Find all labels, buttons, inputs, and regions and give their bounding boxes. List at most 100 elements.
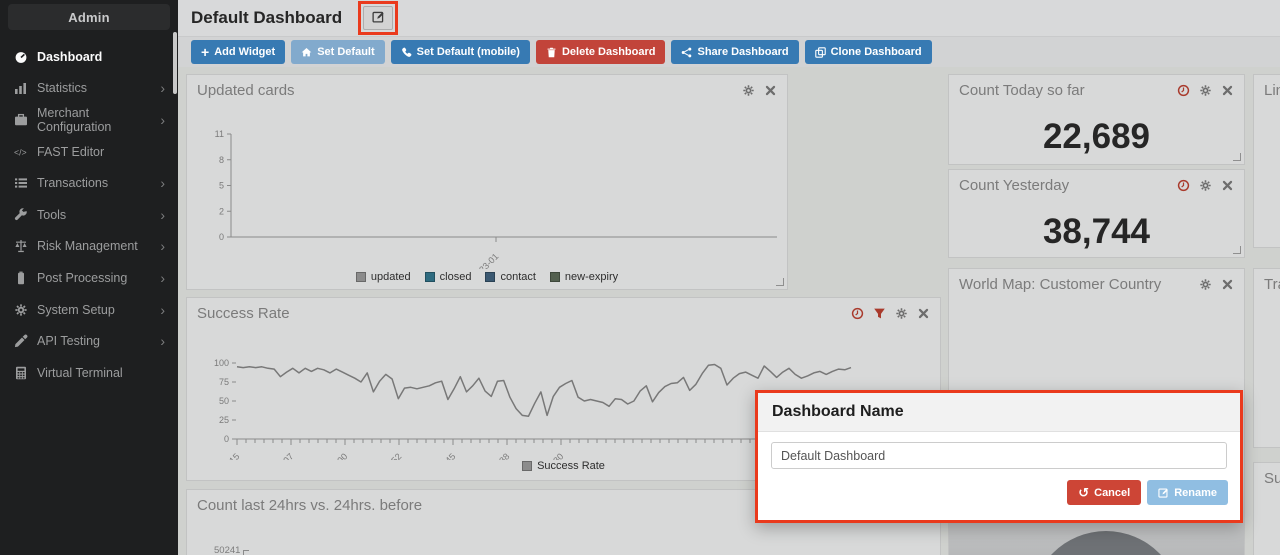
close-icon[interactable] <box>1221 84 1234 97</box>
close-icon[interactable] <box>764 84 777 97</box>
gear-icon[interactable] <box>1199 278 1212 291</box>
sidebar-item-transactions[interactable]: Transactions › <box>0 167 178 199</box>
gear-icon <box>13 303 28 317</box>
widget-title: Count Yesterday <box>959 177 1070 194</box>
svg-text:01:45: 01:45 <box>434 451 457 460</box>
gear-icon[interactable] <box>1199 179 1212 192</box>
sidebar-item-api-testing[interactable]: API Testing › <box>0 325 178 357</box>
sidebar-item-virtual-terminal[interactable]: Virtual Terminal <box>0 357 178 389</box>
annotation-modal-highlight: Dashboard Name ↺ Cancel Rename <box>755 390 1243 523</box>
widget-drag-handle[interactable]: Suc <box>1254 463 1280 487</box>
rename-dashboard-button[interactable] <box>363 6 394 30</box>
svg-text:100: 100 <box>214 358 229 368</box>
sidebar-item-risk-management[interactable]: Risk Management › <box>0 231 178 263</box>
widget-drag-handle[interactable]: Success Rate <box>187 298 940 322</box>
sidebar-item-post-processing[interactable]: Post Processing › <box>0 262 178 294</box>
close-icon[interactable] <box>917 307 930 320</box>
chevron-right-icon: › <box>160 80 165 97</box>
clock-icon[interactable] <box>851 307 864 320</box>
widget-title: Success Rate <box>197 305 290 322</box>
gear-icon[interactable] <box>1199 84 1212 97</box>
page-title: Default Dashboard <box>191 8 343 27</box>
svg-text:25: 25 <box>219 415 229 425</box>
modal-body <box>758 432 1240 469</box>
sidebar-item-label: Virtual Terminal <box>37 365 123 380</box>
resize-handle[interactable] <box>1233 246 1241 254</box>
battery-icon <box>13 271 28 285</box>
close-icon[interactable] <box>1221 278 1234 291</box>
cancel-button[interactable]: ↺ Cancel <box>1067 480 1142 505</box>
gear-icon[interactable] <box>742 84 755 97</box>
edit-icon <box>1158 487 1169 498</box>
widget-drag-handle[interactable]: Count last 24hrs vs. 24hrs. before <box>187 490 940 514</box>
chevron-right-icon: › <box>160 206 165 223</box>
delete-dashboard-button[interactable]: Delete Dashboard <box>535 40 666 64</box>
success-rate-line <box>236 363 852 417</box>
svg-text:14:15: 14:15 <box>218 451 241 460</box>
svg-text:07:30: 07:30 <box>542 451 565 460</box>
legend-swatch <box>485 272 496 282</box>
set-default-button[interactable]: Set Default <box>291 40 385 64</box>
filter-icon[interactable] <box>873 307 886 320</box>
button-label: Add Widget <box>214 46 276 58</box>
sidebar-item-dashboard[interactable]: Dashboard <box>0 41 178 73</box>
modal-title: Dashboard Name <box>772 403 904 420</box>
svg-text:04:38: 04:38 <box>488 451 511 460</box>
svg-text:17:07: 17:07 <box>272 451 295 460</box>
dashboard-name-input[interactable] <box>771 442 1227 469</box>
code-icon: </> <box>13 145 28 159</box>
clone-icon <box>814 46 826 58</box>
clock-icon[interactable] <box>1177 179 1190 192</box>
svg-text:75: 75 <box>219 377 229 387</box>
widget-drag-handle[interactable]: Count Today so far <box>949 75 1244 99</box>
chevron-right-icon: › <box>160 333 165 350</box>
sidebar-item-label: API Testing <box>37 334 101 349</box>
sidebar-item-label: Tools <box>37 207 67 222</box>
sidebar-item-merchant-configuration[interactable]: Merchant Configuration › <box>0 104 178 136</box>
sidebar-item-statistics[interactable]: Statistics › <box>0 73 178 105</box>
updated-cards-legend: updated closed contact new-expiry <box>187 271 787 283</box>
widget-title: Tra <box>1264 276 1280 293</box>
resize-handle[interactable] <box>776 278 784 286</box>
count-last-ytick-label: 50241 <box>214 545 250 555</box>
widget-title: Lin <box>1264 82 1280 99</box>
chevron-right-icon: › <box>160 301 165 318</box>
share-dashboard-button[interactable]: Share Dashboard <box>671 40 799 64</box>
legend-swatch <box>522 461 533 471</box>
sidebar-item-system-setup[interactable]: System Setup › <box>0 294 178 326</box>
legend-item: updated <box>355 271 411 283</box>
sidebar-scrollbar[interactable] <box>173 32 177 94</box>
widget-partial-suc: Suc <box>1253 462 1280 555</box>
add-widget-button[interactable]: + Add Widget <box>191 40 286 64</box>
close-icon[interactable] <box>1221 179 1234 192</box>
modal-header: Dashboard Name <box>758 393 1240 432</box>
sidebar-item-label: System Setup <box>37 302 115 317</box>
wrench-icon <box>13 208 28 222</box>
page-header: Default Dashboard <box>178 0 1280 37</box>
sidebar-item-fast-editor[interactable]: </> FAST Editor <box>0 136 178 168</box>
clone-dashboard-button[interactable]: Clone Dashboard <box>804 40 932 64</box>
count-yesterday-value: 38,744 <box>1042 212 1151 251</box>
sidebar: Admin Dashboard Statistics › Merchant Confi… <box>0 0 178 555</box>
gear-icon[interactable] <box>895 307 908 320</box>
legend-item: Success Rate <box>522 460 605 472</box>
widget-header-icons <box>1177 84 1234 97</box>
widget-title: Count Today so far <box>959 82 1085 99</box>
dashboard-toolbar: + Add Widget Set Default Set Default (mobil… <box>178 37 1280 67</box>
chevron-right-icon: › <box>160 111 165 128</box>
widget-count-yesterday: Count Yesterday 38,744 <box>948 169 1245 258</box>
widget-drag-handle[interactable]: Updated cards <box>187 75 787 99</box>
resize-handle[interactable] <box>1233 153 1241 161</box>
widget-drag-handle[interactable]: Count Yesterday <box>949 170 1244 194</box>
sidebar-item-label: Transactions <box>37 176 109 191</box>
widget-drag-handle[interactable]: Lin <box>1254 75 1280 99</box>
svg-text:0: 0 <box>224 434 229 444</box>
sidebar-item-tools[interactable]: Tools › <box>0 199 178 231</box>
set-default-mobile-button[interactable]: Set Default (mobile) <box>390 40 530 64</box>
sidebar-brand: Admin <box>8 4 170 30</box>
widget-drag-handle[interactable]: World Map: Customer Country <box>949 269 1244 293</box>
annotation-edit-highlight <box>358 1 399 35</box>
rename-button[interactable]: Rename <box>1147 480 1228 505</box>
widget-drag-handle[interactable]: Tra <box>1254 269 1280 293</box>
clock-icon[interactable] <box>1177 84 1190 97</box>
